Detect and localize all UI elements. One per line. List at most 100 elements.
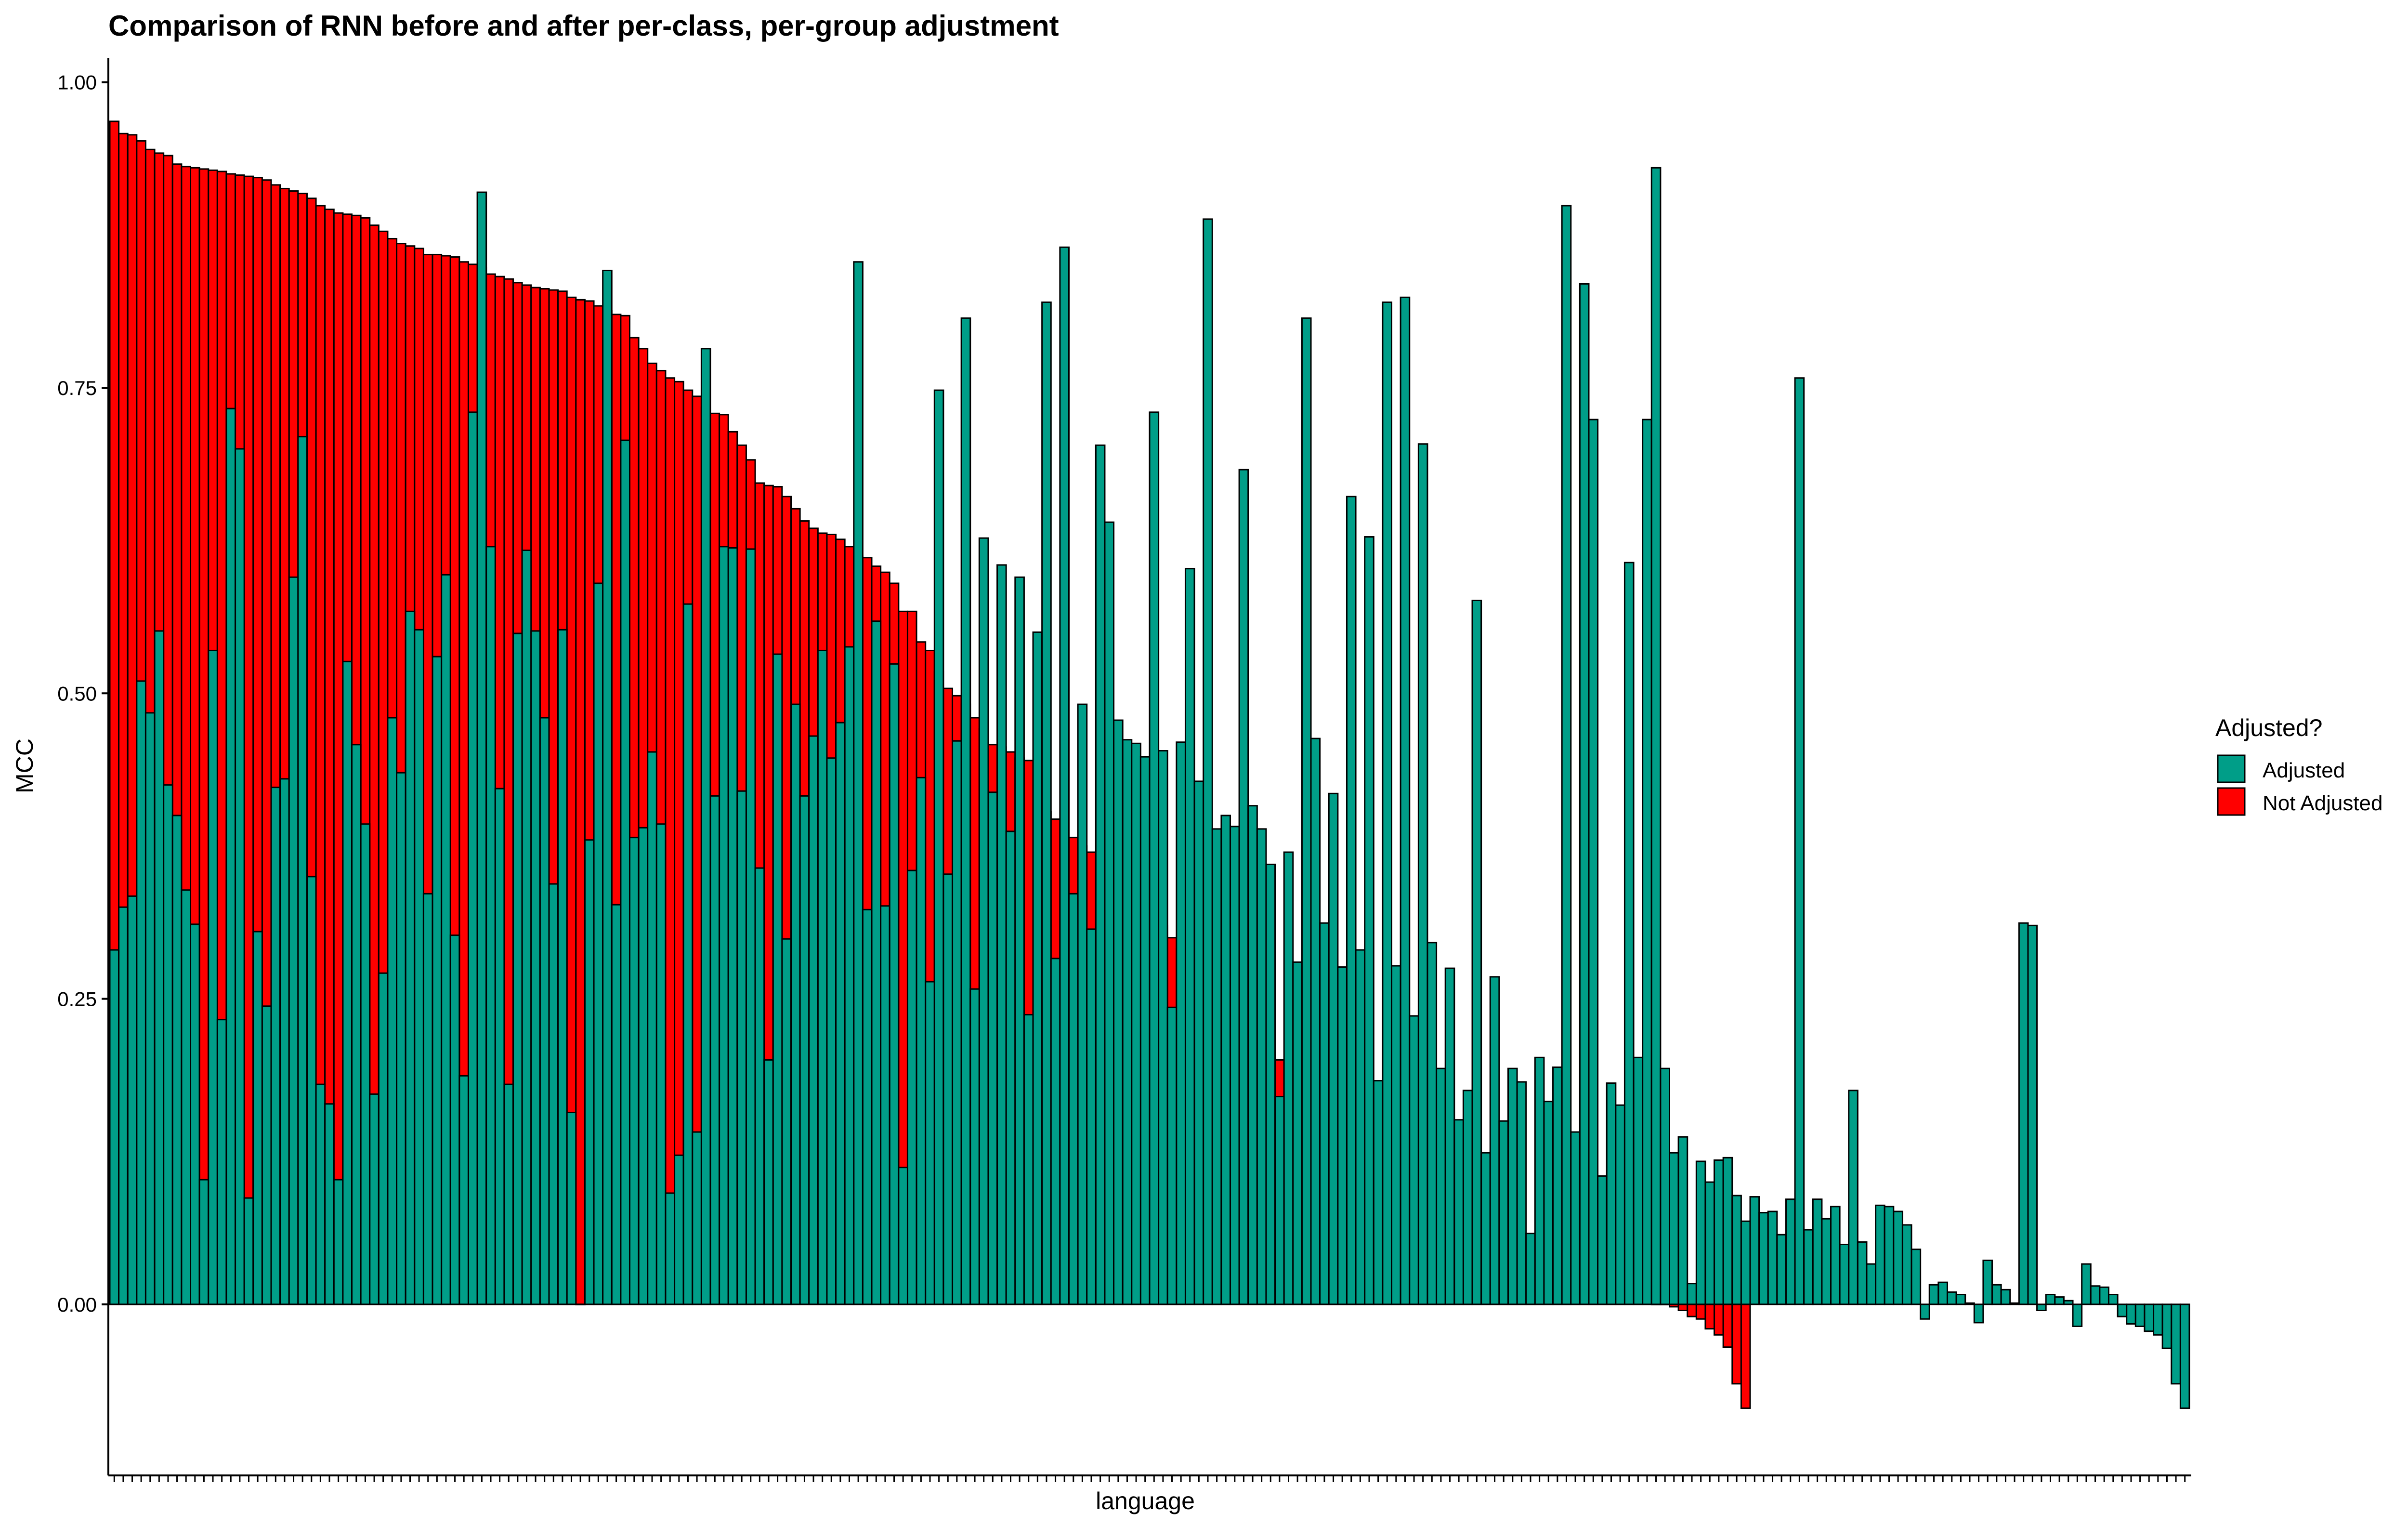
bar-adjusted: [279, 778, 290, 1305]
bar-adjusted: [1794, 377, 1805, 1305]
bar-not-adjusted: [1677, 1303, 1688, 1312]
bar-adjusted: [1230, 826, 1240, 1305]
bar-adjusted: [889, 663, 900, 1305]
bar-adjusted: [306, 876, 317, 1305]
bar-adjusted: [1507, 1067, 1518, 1305]
bar-adjusted: [844, 646, 855, 1305]
bar-adjusted: [781, 938, 792, 1305]
bar-not-adjusted: [665, 377, 676, 1305]
bar-adjusted: [1176, 741, 1186, 1305]
bar-adjusted: [1498, 1120, 1509, 1305]
bar-adjusted: [880, 905, 890, 1305]
bar-adjusted: [387, 717, 398, 1305]
bar-adjusted: [925, 981, 935, 1305]
bar-adjusted: [655, 823, 667, 1305]
bar-adjusted: [441, 574, 451, 1305]
bar-adjusted: [2117, 1303, 2128, 1317]
bar-adjusted: [163, 784, 173, 1305]
bar-adjusted: [709, 795, 720, 1305]
bar-adjusted: [1364, 536, 1374, 1305]
bar-adjusted: [906, 869, 917, 1305]
bar-adjusted: [467, 411, 478, 1305]
bar-adjusted: [1973, 1303, 1984, 1324]
bar-adjusted: [1203, 218, 1213, 1305]
bar-adjusted: [1623, 562, 1635, 1305]
bar-adjusted: [154, 630, 165, 1305]
bar-adjusted: [1642, 419, 1652, 1305]
bar-adjusted: [1400, 296, 1411, 1305]
bar-adjusted: [521, 549, 532, 1305]
bar-adjusted: [1274, 1096, 1285, 1305]
bar-adjusted: [1982, 1259, 1993, 1305]
bar-adjusted: [593, 582, 604, 1305]
bar-adjusted: [530, 630, 541, 1305]
legend-label-not-adjusted: Not Adjusted: [2263, 791, 2383, 815]
bar-adjusted: [333, 1179, 344, 1305]
bar-adjusted: [1731, 1195, 1742, 1305]
bar-adjusted: [109, 949, 120, 1305]
bar-adjusted: [208, 649, 218, 1305]
bar-adjusted: [1077, 703, 1088, 1305]
bar-adjusted: [1122, 739, 1133, 1305]
bar-adjusted: [916, 776, 927, 1305]
bar-adjusted: [1677, 1136, 1688, 1305]
bar-adjusted: [808, 735, 819, 1305]
bar-adjusted: [1937, 1281, 1948, 1305]
bar-adjusted: [297, 435, 308, 1305]
bar-adjusted: [2045, 1294, 2056, 1305]
bar-adjusted: [835, 722, 846, 1305]
bar-not-adjusted: [333, 212, 344, 1305]
bar-adjusted: [1525, 1233, 1536, 1305]
bar-not-adjusted: [1704, 1303, 1715, 1330]
bar-adjusted: [960, 317, 971, 1305]
bar-adjusted: [1292, 961, 1303, 1305]
y-tick-label: 0.50: [57, 682, 97, 705]
bar-adjusted: [745, 548, 756, 1305]
bar-adjusted: [1256, 828, 1267, 1305]
bar-adjusted: [719, 546, 729, 1305]
bar-adjusted: [1633, 1056, 1644, 1305]
y-tick-label: 0.25: [57, 988, 97, 1011]
bar-adjusted: [1113, 719, 1124, 1305]
bar-adjusted: [1355, 949, 1366, 1305]
bar-adjusted: [198, 1179, 209, 1305]
bar-adjusted: [1704, 1181, 1715, 1305]
bar-adjusted: [190, 923, 200, 1305]
bar-adjusted: [1005, 830, 1016, 1305]
bar-adjusted: [1660, 1067, 1670, 1305]
legend-swatch-not-adjusted: [2217, 787, 2246, 816]
bar-adjusted: [512, 632, 523, 1305]
bar-adjusted: [1579, 283, 1590, 1305]
bar-adjusted: [1391, 965, 1401, 1305]
bar-adjusted: [1211, 828, 1222, 1305]
bar-adjusted: [772, 653, 783, 1305]
bar-adjusted: [1453, 1119, 1464, 1305]
bar-adjusted: [1848, 1090, 1858, 1305]
bar-adjusted: [1695, 1160, 1706, 1305]
bar-adjusted: [1803, 1229, 1814, 1305]
bar-adjusted: [682, 603, 694, 1305]
bar-adjusted: [1220, 815, 1231, 1305]
bar-adjusted: [1857, 1241, 1868, 1305]
bar-not-adjusted: [1714, 1303, 1724, 1336]
legend: Adjusted? Adjusted Not Adjusted: [2215, 714, 2383, 816]
bar-adjusted: [1758, 1212, 1769, 1305]
bar-adjusted: [225, 408, 236, 1305]
bar-adjusted: [485, 546, 496, 1305]
bar-adjusted: [405, 610, 416, 1305]
bar-adjusted: [665, 1192, 676, 1305]
bar-adjusted: [396, 772, 406, 1305]
bar-adjusted: [1417, 443, 1428, 1305]
bar-adjusted: [1839, 1243, 1850, 1305]
bar-adjusted: [1776, 1234, 1787, 1305]
bar-adjusted: [1095, 444, 1106, 1305]
bar-adjusted: [351, 744, 362, 1305]
bar-adjusted: [1426, 942, 1438, 1305]
bar-adjusted: [736, 790, 747, 1305]
bar-adjusted: [1812, 1198, 1823, 1305]
bar-adjusted: [1650, 167, 1662, 1305]
bar-adjusted: [1184, 567, 1195, 1305]
bar-adjusted: [1920, 1303, 1930, 1320]
bar-adjusted: [1346, 496, 1357, 1305]
